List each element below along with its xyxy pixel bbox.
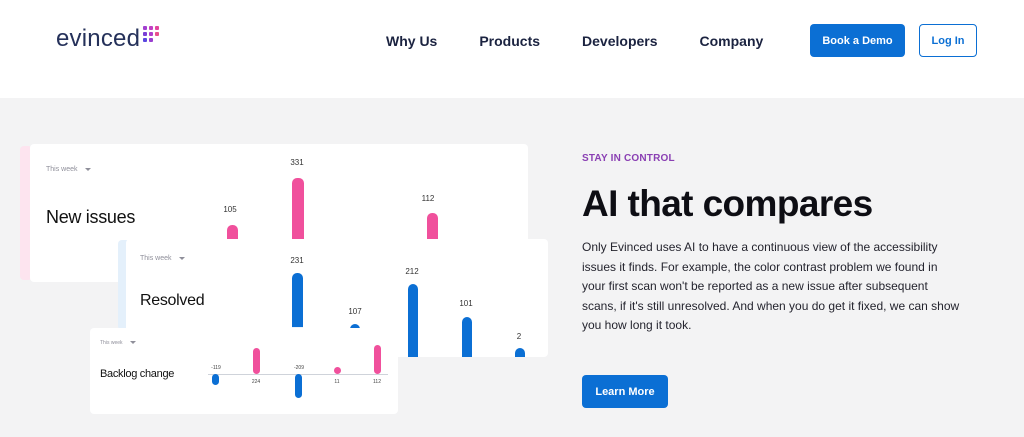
- new-issues-title: New issues: [46, 207, 136, 227]
- site-header: evinced Why Us Products Developers Compa…: [0, 0, 1024, 98]
- backlog-bar-3: [295, 374, 302, 398]
- nav-company[interactable]: Company: [699, 33, 764, 49]
- section-body: Only Evinced uses AI to have a continuou…: [582, 240, 960, 333]
- backlog-value-5: 112: [373, 379, 381, 385]
- chevron-down-icon: [178, 256, 185, 260]
- book-demo-button[interactable]: Book a Demo: [810, 24, 905, 57]
- resolved-period-label: This week: [140, 255, 172, 262]
- resolved-bar-4: [462, 317, 472, 357]
- new-issues-period-select[interactable]: This week: [46, 166, 91, 173]
- backlog-bar-2: [253, 348, 260, 374]
- chevron-down-icon: [84, 167, 91, 171]
- nav-products[interactable]: Products: [479, 33, 541, 49]
- backlog-value-4: 11: [334, 379, 340, 385]
- resolved-value-2: 107: [348, 307, 362, 316]
- logo-dots-icon: [143, 26, 163, 46]
- evinced-logo[interactable]: evinced: [56, 26, 163, 52]
- resolved-value-5: 2: [516, 332, 522, 341]
- backlog-period-select[interactable]: This week: [100, 340, 136, 346]
- resolved-bar-3: [408, 284, 418, 357]
- nav-why-us[interactable]: Why Us: [386, 33, 438, 49]
- backlog-title: Backlog change: [100, 368, 175, 380]
- backlog-value-1: -119: [211, 365, 221, 371]
- backlog-bar-1: [212, 374, 219, 385]
- main-nav: Why Us Products Developers Company: [386, 32, 805, 50]
- backlog-value-2: 224: [251, 379, 261, 385]
- new-issues-value-3: 112: [421, 194, 435, 203]
- new-issues-card-accent: [20, 146, 32, 280]
- backlog-bar-4: [334, 367, 341, 374]
- backlog-bar-5: [374, 345, 381, 374]
- new-issues-period-label: This week: [46, 166, 78, 173]
- logo-wordmark: evinced: [56, 25, 141, 52]
- login-button[interactable]: Log In: [919, 24, 977, 57]
- backlog-value-3: -209: [293, 365, 304, 371]
- learn-more-button[interactable]: Learn More: [582, 375, 668, 408]
- nav-developers[interactable]: Developers: [582, 33, 658, 49]
- new-issues-value-1: 105: [223, 205, 237, 214]
- resolved-value-1: 231: [290, 256, 304, 265]
- section-eyebrow: STAY IN CONTROL: [582, 153, 675, 164]
- resolved-bar-1: [292, 273, 303, 357]
- resolved-title: Resolved: [140, 292, 205, 309]
- backlog-card: This week Backlog change -119 224 -209 1…: [90, 328, 398, 414]
- new-issues-value-2: 331: [290, 158, 304, 167]
- backlog-period-label: This week: [100, 340, 123, 346]
- resolved-bar-5: [515, 348, 525, 357]
- resolved-value-3: 212: [405, 267, 419, 276]
- section-headline: AI that compares: [582, 183, 873, 224]
- resolved-period-select[interactable]: This week: [140, 255, 185, 262]
- chevron-down-icon: [129, 341, 136, 345]
- resolved-value-4: 101: [459, 299, 473, 308]
